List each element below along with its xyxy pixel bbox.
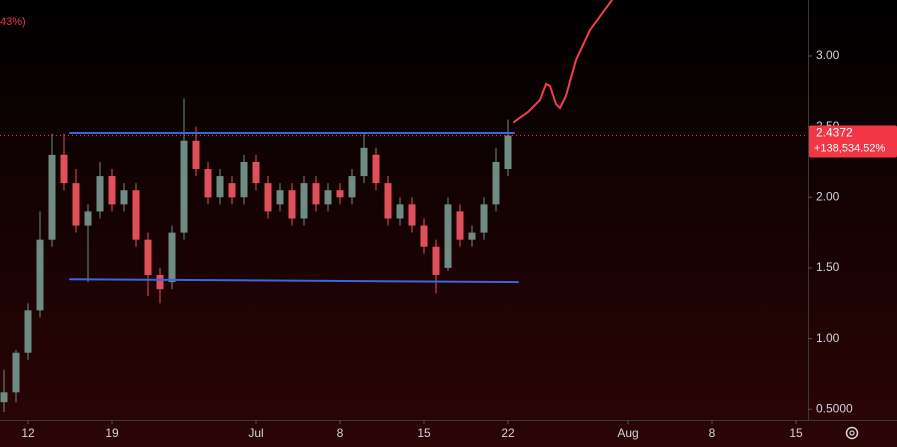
y-tick-label: 0.5000 (816, 401, 853, 415)
last-price-box (809, 125, 897, 158)
candle-body (180, 140, 188, 233)
candle-body (0, 392, 8, 403)
x-tick-label: 8 (709, 426, 716, 440)
candle-body (372, 154, 380, 184)
x-tick-label: Aug (617, 426, 638, 440)
candle-body (228, 183, 236, 198)
candle-body (168, 232, 176, 283)
candle-body (384, 183, 392, 219)
candle-body (240, 161, 248, 198)
candle-body (480, 204, 488, 233)
candle-body (96, 176, 104, 212)
candle-body (312, 183, 320, 205)
settings-icon[interactable] (845, 426, 859, 440)
x-tick-label: 8 (337, 426, 344, 440)
candle-body (360, 147, 368, 177)
plot (0, 0, 614, 413)
candle-body (504, 135, 512, 170)
candle-body (108, 176, 116, 205)
trend-line (512, 0, 614, 123)
change-label: +138,534.52% (814, 142, 885, 154)
x-tick-label: 15 (417, 426, 431, 440)
candle-body (144, 239, 152, 276)
candle-body (492, 161, 500, 205)
x-tick-label: Jul (248, 426, 263, 440)
candle-body (24, 310, 32, 353)
y-tick-label: 2.00 (816, 189, 840, 203)
x-tick-label: 15 (789, 426, 803, 440)
last-price-label: 2.4372 (816, 126, 853, 140)
candle-body (336, 190, 344, 198)
candle-body (252, 161, 260, 184)
candle-body (72, 183, 80, 226)
candle-body (192, 140, 200, 170)
candle-body (468, 232, 476, 240)
candle-body (456, 211, 464, 240)
candle-body (324, 190, 332, 205)
x-tick-label: 22 (501, 426, 515, 440)
candle-body (408, 204, 416, 226)
candle-body (276, 190, 284, 205)
candle-body (444, 204, 452, 268)
candle-body (60, 154, 68, 184)
x-tick-label: 12 (21, 426, 35, 440)
candle-body (216, 176, 224, 198)
y-tick-label: 1.50 (816, 260, 840, 274)
candle-body (132, 190, 140, 240)
x-tick-label: 19 (105, 426, 119, 440)
candle-body (204, 169, 212, 198)
candle-body (432, 246, 440, 276)
candle-body (300, 183, 308, 219)
candle-body (348, 176, 356, 198)
candle-body (84, 211, 92, 226)
candle-body (396, 204, 404, 219)
candle-body (264, 183, 272, 212)
candle-body (288, 190, 296, 219)
y-tick-label: 1.00 (816, 331, 840, 345)
candle-body (48, 154, 56, 240)
trend-line (68, 278, 519, 284)
y-tick-label: 3.00 (816, 48, 840, 62)
header-fragment: 43%) (0, 16, 26, 28)
candle-body (420, 225, 428, 247)
candle-body (120, 190, 128, 205)
candle-body (156, 275, 164, 290)
candle-body (36, 239, 44, 311)
candle-body (12, 352, 20, 393)
